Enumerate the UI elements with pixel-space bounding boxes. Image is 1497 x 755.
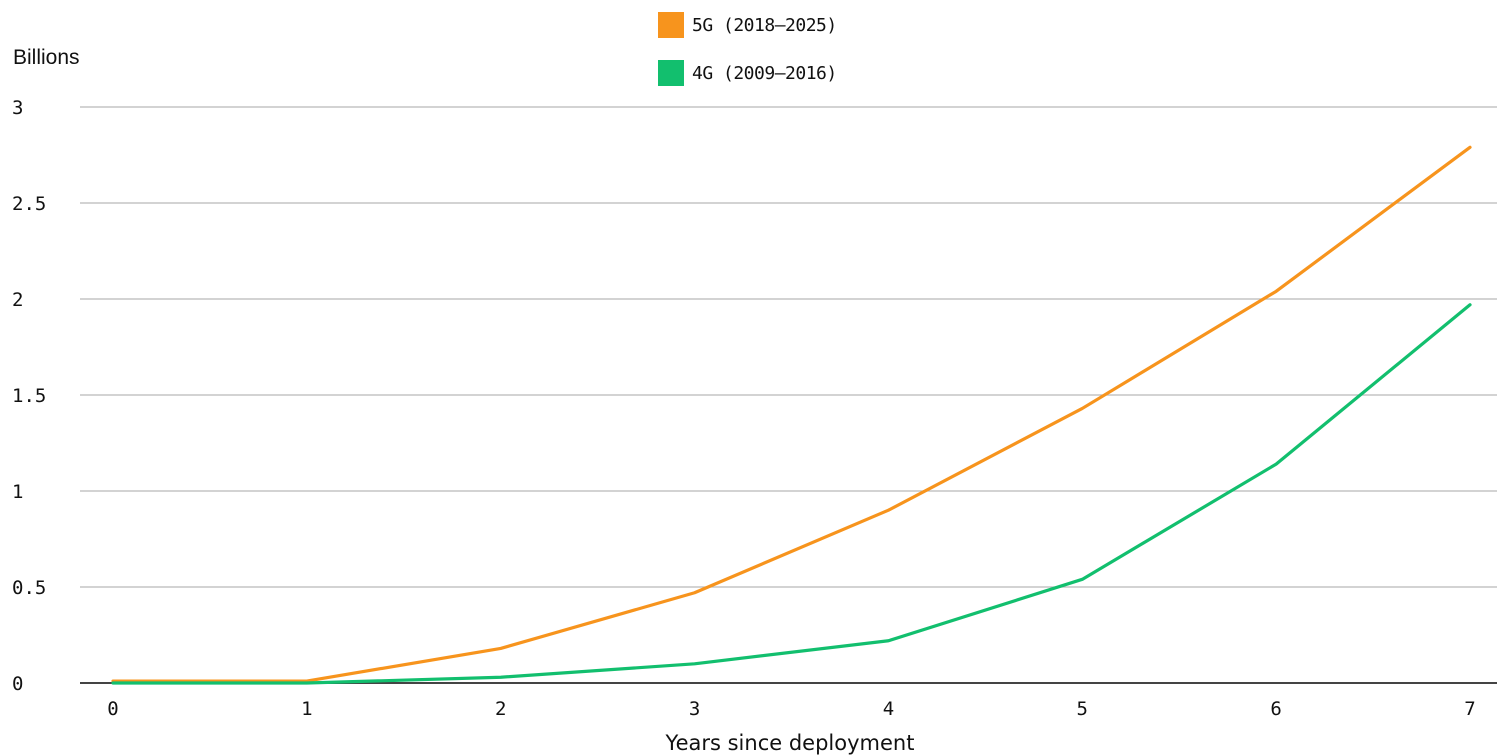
y-tick-label: 3 [12, 97, 23, 119]
legend-swatch-4g [658, 60, 684, 86]
y-tick-label: 2 [12, 289, 23, 311]
x-tick-label: 0 [107, 698, 118, 720]
x-axis-title: Years since deployment [665, 731, 915, 755]
y-tick-label: 1.5 [12, 385, 46, 407]
series-line-5g [111, 145, 1472, 683]
y-tick-label: 0.5 [12, 577, 46, 599]
y-tick-label: 0 [12, 673, 23, 695]
legend-item-4g: 4G (2009–2016) [658, 60, 837, 86]
x-tick-label: 2 [495, 698, 506, 720]
x-tick-label: 4 [883, 698, 894, 720]
y-axis-unit-label: Billions [13, 46, 80, 69]
x-tick-label: 6 [1270, 698, 1281, 720]
legend: 5G (2018–2025) 4G (2009–2016) [658, 12, 837, 108]
x-tick-label: 3 [689, 698, 700, 720]
legend-swatch-5g [658, 12, 684, 38]
series-line-4g [111, 303, 1472, 685]
legend-item-5g: 5G (2018–2025) [658, 12, 837, 38]
legend-label-5g: 5G (2018–2025) [692, 14, 837, 36]
legend-label-4g: 4G (2009–2016) [692, 62, 837, 84]
x-tick-label: 5 [1077, 698, 1088, 720]
x-tick-label: 1 [301, 698, 312, 720]
y-tick-label: 1 [12, 481, 23, 503]
y-tick-label: 2.5 [12, 193, 46, 215]
x-tick-label: 7 [1464, 698, 1475, 720]
